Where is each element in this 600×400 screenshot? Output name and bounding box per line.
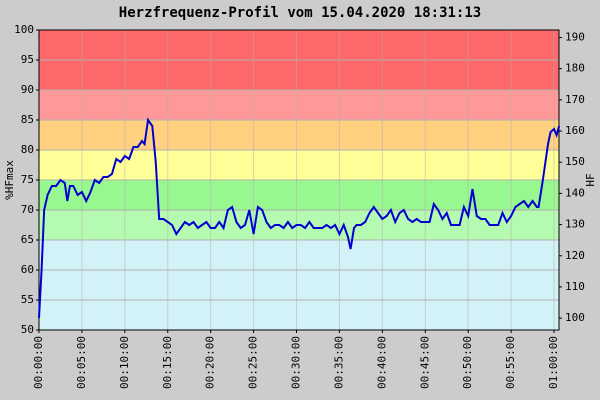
x-tick-label: 00:00:00: [32, 336, 45, 389]
y-tick-label: 95: [21, 53, 34, 66]
y-tick-label: 60: [21, 263, 34, 276]
chart-title: Herzfrequenz-Profil vom 15.04.2020 18:31…: [119, 5, 481, 21]
y-tick-label: 100: [14, 23, 34, 36]
y2-tick-label: 180: [565, 62, 585, 75]
zone-band: [39, 90, 559, 120]
x-tick-label: 00:20:00: [204, 336, 217, 389]
y-tick-label: 80: [21, 143, 34, 156]
y-tick-label: 85: [21, 113, 34, 126]
y-tick-label: 50: [21, 323, 34, 336]
x-tick-label: 00:40:00: [375, 336, 388, 389]
zone-band: [39, 150, 559, 180]
zone-band: [39, 240, 559, 330]
heart-rate-line: [38, 117, 561, 319]
x-tick-label: 00:55:00: [504, 336, 517, 389]
x-tick-label: 01:00:00: [547, 336, 560, 389]
y2-tick-label: 150: [565, 155, 585, 168]
x-tick-label: 00:15:00: [161, 336, 174, 389]
y2-axis-label: HF: [584, 173, 597, 186]
y-tick-label: 70: [21, 203, 34, 216]
y2-tick-label: 110: [565, 280, 585, 293]
y-tick-label: 75: [21, 173, 34, 186]
y-tick-label: 55: [21, 293, 34, 306]
y-axis-label: %HFmax: [3, 160, 16, 200]
y2-tick-label: 140: [565, 186, 585, 199]
y-tick-label: 90: [21, 83, 34, 96]
x-tick-label: 00:35:00: [332, 336, 345, 389]
y-tick-label: 65: [21, 233, 34, 246]
y2-tick-label: 120: [565, 249, 585, 262]
x-tick-label: 00:25:00: [247, 336, 260, 389]
x-tick-label: 00:45:00: [418, 336, 431, 389]
x-tick-label: 00:10:00: [118, 336, 131, 389]
zone-band: [39, 120, 559, 150]
zone-band: [39, 180, 559, 210]
y2-tick-label: 190: [565, 30, 585, 43]
x-tick-label: 00:50:00: [461, 336, 474, 389]
x-tick-label: 00:30:00: [290, 336, 303, 389]
y2-tick-label: 130: [565, 218, 585, 231]
plot-border: [38, 29, 560, 331]
y2-tick-label: 100: [565, 311, 585, 324]
y2-tick-label: 170: [565, 93, 585, 106]
x-tick-label: 00:05:00: [75, 336, 88, 389]
y2-tick-label: 160: [565, 124, 585, 137]
